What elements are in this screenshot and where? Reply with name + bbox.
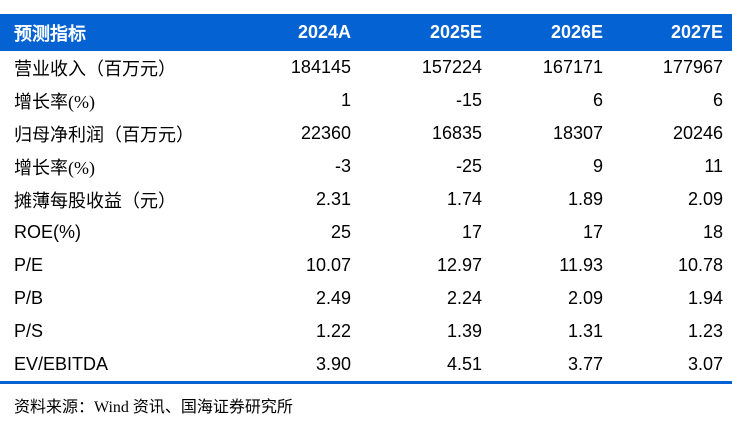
value-cell: 9 [482, 150, 603, 183]
value-cell: -25 [351, 150, 482, 183]
value-cell: 4.51 [351, 348, 482, 383]
value-cell: 1 [226, 84, 351, 117]
row-label: 归母净利润（百万元） [0, 117, 226, 150]
forecast-metrics-table: 预测指标 2024A 2025E 2026E 2027E 营业收入（百万元） 1… [0, 14, 732, 384]
value-cell: 1.23 [603, 315, 732, 348]
header-cell-metric: 预测指标 [0, 14, 226, 51]
row-label: 增长率(%) [0, 84, 226, 117]
table-body: 营业收入（百万元） 184145 157224 167171 177967 增长… [0, 51, 732, 383]
value-cell: 16835 [351, 117, 482, 150]
value-cell: 17 [351, 216, 482, 249]
header-cell-2025e: 2025E [351, 14, 482, 51]
value-cell: 167171 [482, 51, 603, 84]
value-cell: 18 [603, 216, 732, 249]
row-label: 摊薄每股收益（元） [0, 183, 226, 216]
value-cell: 6 [603, 84, 732, 117]
value-cell: 11.93 [482, 249, 603, 282]
value-cell: -3 [226, 150, 351, 183]
row-label: 增长率(%) [0, 150, 226, 183]
row-label: ROE(%) [0, 216, 226, 249]
header-cell-2026e: 2026E [482, 14, 603, 51]
table-row-net-profit: 归母净利润（百万元） 22360 16835 18307 20246 [0, 117, 732, 150]
row-label: P/S [0, 315, 226, 348]
table-row-roe: ROE(%) 25 17 17 18 [0, 216, 732, 249]
value-cell: 3.77 [482, 348, 603, 383]
value-cell: 12.97 [351, 249, 482, 282]
row-label: P/E [0, 249, 226, 282]
value-cell: 2.31 [226, 183, 351, 216]
value-cell: 2.24 [351, 282, 482, 315]
header-cell-2024a: 2024A [226, 14, 351, 51]
header-cell-2027e: 2027E [603, 14, 732, 51]
value-cell: 10.78 [603, 249, 732, 282]
source-note: 资料来源：Wind 资讯、国海证券研究所 [14, 399, 293, 416]
table-header: 预测指标 2024A 2025E 2026E 2027E [0, 14, 732, 51]
value-cell: 2.09 [482, 282, 603, 315]
value-cell: 22360 [226, 117, 351, 150]
row-label: 营业收入（百万元） [0, 51, 226, 84]
table-row-pe: P/E 10.07 12.97 11.93 10.78 [0, 249, 732, 282]
table-row-ps: P/S 1.22 1.39 1.31 1.23 [0, 315, 732, 348]
value-cell: 184145 [226, 51, 351, 84]
value-cell: 18307 [482, 117, 603, 150]
value-cell: 6 [482, 84, 603, 117]
value-cell: 2.49 [226, 282, 351, 315]
table-row-diluted-eps: 摊薄每股收益（元） 2.31 1.74 1.89 2.09 [0, 183, 732, 216]
value-cell: 17 [482, 216, 603, 249]
value-cell: 1.22 [226, 315, 351, 348]
value-cell: 1.94 [603, 282, 732, 315]
value-cell: 3.07 [603, 348, 732, 383]
value-cell: 1.31 [482, 315, 603, 348]
table-row-ev-ebitda: EV/EBITDA 3.90 4.51 3.77 3.07 [0, 348, 732, 383]
table-row-profit-growth: 增长率(%) -3 -25 9 11 [0, 150, 732, 183]
value-cell: 20246 [603, 117, 732, 150]
value-cell: 177967 [603, 51, 732, 84]
row-label: P/B [0, 282, 226, 315]
value-cell: 3.90 [226, 348, 351, 383]
value-cell: 10.07 [226, 249, 351, 282]
table-row-revenue: 营业收入（百万元） 184145 157224 167171 177967 [0, 51, 732, 84]
value-cell: -15 [351, 84, 482, 117]
value-cell: 11 [603, 150, 732, 183]
value-cell: 2.09 [603, 183, 732, 216]
header-row: 预测指标 2024A 2025E 2026E 2027E [0, 14, 732, 51]
table-row-revenue-growth: 增长率(%) 1 -15 6 6 [0, 84, 732, 117]
value-cell: 25 [226, 216, 351, 249]
value-cell: 157224 [351, 51, 482, 84]
value-cell: 1.39 [351, 315, 482, 348]
table-row-pb: P/B 2.49 2.24 2.09 1.94 [0, 282, 732, 315]
value-cell: 1.89 [482, 183, 603, 216]
row-label: EV/EBITDA [0, 348, 226, 383]
value-cell: 1.74 [351, 183, 482, 216]
